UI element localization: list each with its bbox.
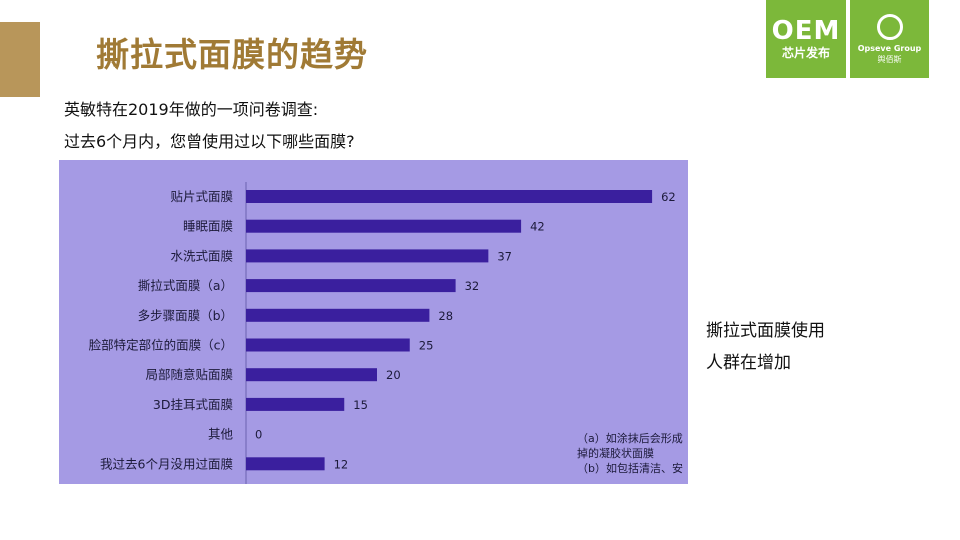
- category-label: 其他: [208, 427, 234, 442]
- bar: [246, 249, 489, 263]
- data-label: 20: [386, 368, 401, 382]
- category-label: 贴片式面膜: [170, 189, 233, 204]
- oem-logo: OEM 芯片发布: [766, 0, 846, 78]
- bar: [246, 457, 325, 471]
- data-label: 12: [334, 457, 349, 471]
- survey-question: 过去6个月内，您曾使用过以下哪些面膜?: [64, 132, 355, 151]
- opseve-logo-name: Opseve Group: [857, 43, 922, 53]
- data-label: 0: [255, 428, 262, 442]
- data-label: 42: [530, 220, 545, 234]
- bar: [246, 368, 377, 382]
- data-label: 28: [438, 309, 453, 323]
- chart-footnote: （b）如包括清洁、安: [577, 461, 683, 475]
- category-label: 脸部特定部位的面膜（c）: [89, 338, 233, 353]
- opseve-logo: Opseve Group 舆佰斯: [850, 0, 929, 78]
- oem-logo-text: OEM: [771, 16, 841, 46]
- opseve-logo-cn: 舆佰斯: [877, 54, 902, 64]
- bar: [246, 308, 430, 322]
- chart-photo: 贴片式面膜 62 睡眠面膜 42 水洗式面膜 37 撕拉式面膜（a） 32 多步骤面膜（b） 28…: [59, 160, 688, 484]
- side-note-line1: 撕拉式面膜使用: [706, 321, 825, 341]
- category-label: 多步骤面膜（b）: [138, 308, 233, 323]
- data-label: 37: [497, 249, 512, 263]
- category-label: 撕拉式面膜（a）: [138, 278, 233, 293]
- category-label: 水洗式面膜: [170, 248, 233, 263]
- bar: [246, 397, 345, 411]
- bar: [246, 338, 410, 352]
- opseve-ring-icon: [876, 13, 903, 40]
- bar: [246, 279, 456, 293]
- data-label: 32: [465, 279, 480, 293]
- bar: [246, 219, 522, 233]
- category-label: 我过去6个月没用过面膜: [100, 456, 233, 471]
- oem-logo-subtitle: 芯片发布: [781, 46, 830, 60]
- bar-chart: 贴片式面膜 62 睡眠面膜 42 水洗式面膜 37 撕拉式面膜（a） 32 多步骤面膜（b） 28…: [89, 182, 683, 484]
- chart-footnote: （a）如涂抹后会形成: [577, 431, 683, 445]
- survey-intro: 英敏特在2019年做的一项问卷调查:: [64, 100, 319, 119]
- side-note-line2: 人群在增加: [706, 353, 791, 373]
- data-label: 25: [419, 339, 434, 353]
- data-label: 15: [353, 398, 368, 412]
- category-label: 局部随意贴面膜: [145, 367, 233, 382]
- bar: [246, 190, 653, 203]
- slide-title: 撕拉式面膜的趋势: [96, 35, 368, 74]
- data-label: 62: [661, 190, 676, 204]
- category-label: 3D挂耳式面膜: [153, 397, 233, 412]
- chart-footnote: 掉的凝胶状面膜: [577, 446, 654, 460]
- category-label: 睡眠面膜: [183, 219, 233, 234]
- title-accent-bar: [0, 22, 40, 97]
